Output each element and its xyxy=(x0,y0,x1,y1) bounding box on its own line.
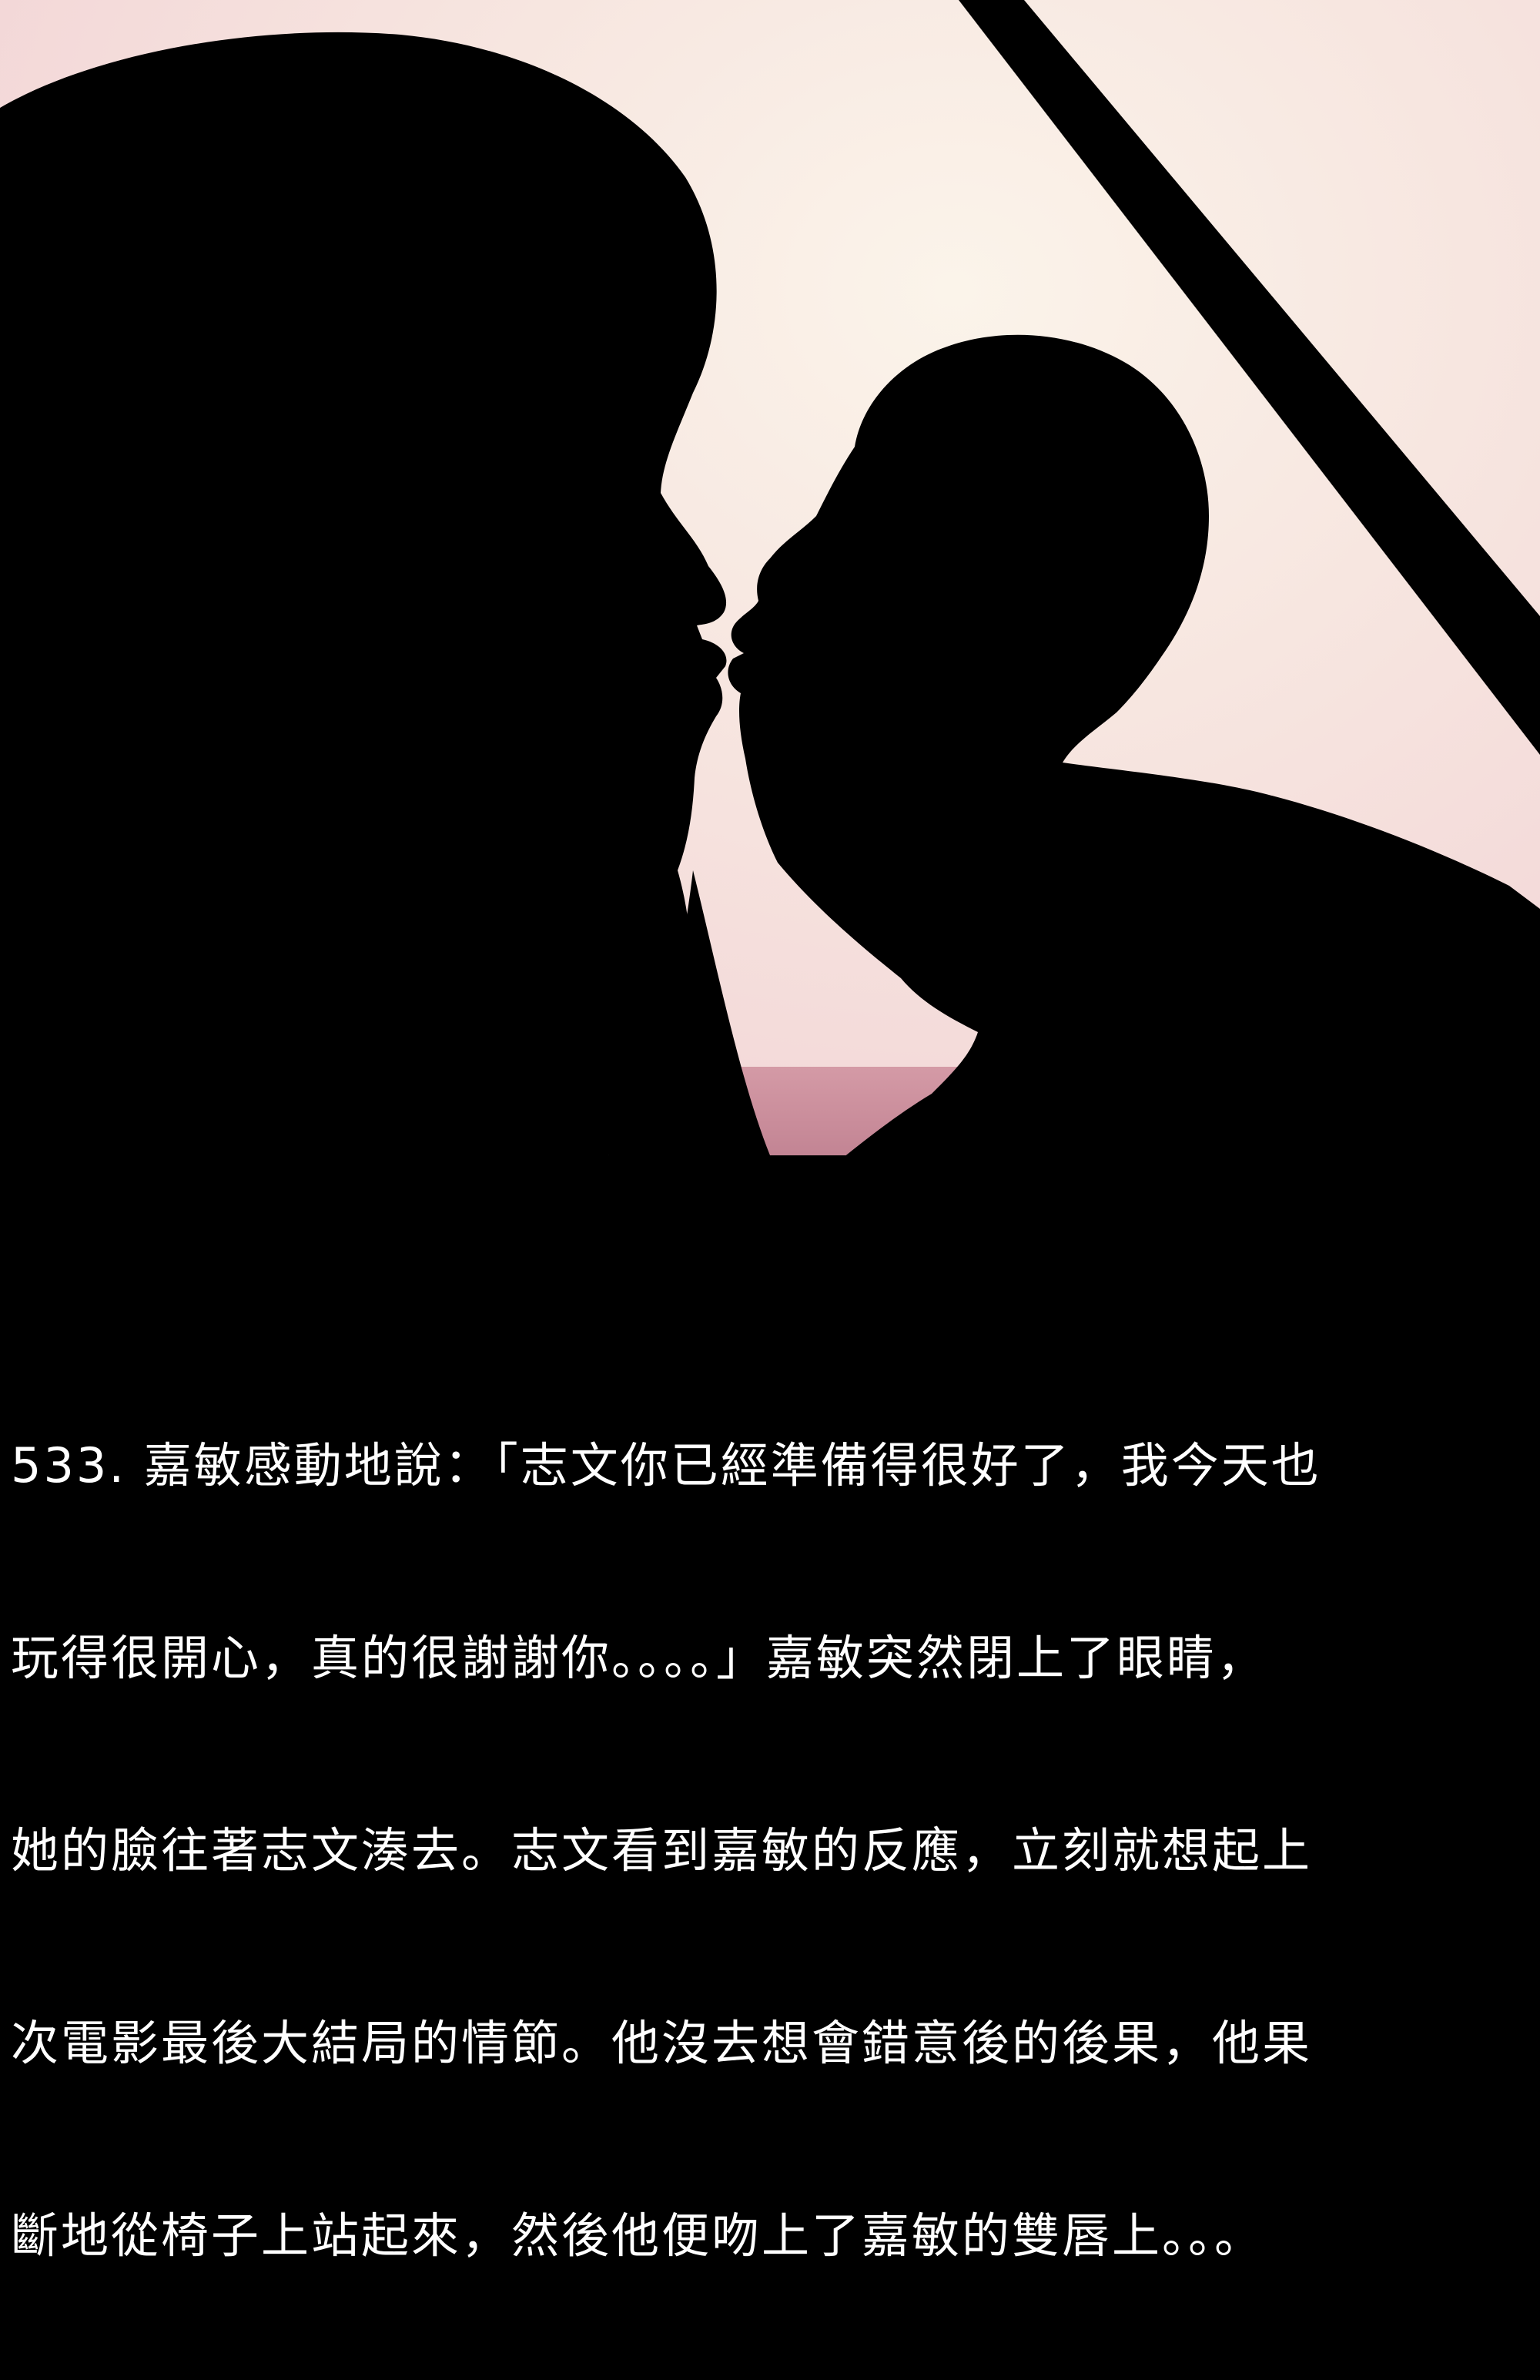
caption-line-2: 玩得很開心，真的很謝謝你。。。。」嘉敏突然閉上了眼睛， xyxy=(11,1630,1267,1686)
caption-text: 533. 嘉敏感動地說：「志文你已經準備得很好了，我今天也 玩得很開心，真的很謝… xyxy=(11,1321,1532,2380)
shadow-between xyxy=(608,870,770,1155)
caption-line-5: 斷地從椅子上站起來，然後他便吻上了嘉敏的雙唇上。。。 xyxy=(11,2207,1265,2264)
silhouette-kiss-illustration xyxy=(0,0,1540,1317)
caption-line-1: 533. 嘉敏感動地說：「志文你已經準備得很好了，我今天也 xyxy=(11,1437,1321,1493)
man-silhouette xyxy=(693,334,1540,1317)
caption-line-4: 次電影最後大結局的情節。他沒去想會錯意後的後果，他果 xyxy=(11,2015,1313,2071)
diagonal-frame-bar xyxy=(959,0,1540,755)
caption-line-3: 她的臉往著志文湊去。志文看到嘉敏的反應，立刻就想起上 xyxy=(11,1822,1313,1879)
woman-silhouette xyxy=(0,32,847,1317)
